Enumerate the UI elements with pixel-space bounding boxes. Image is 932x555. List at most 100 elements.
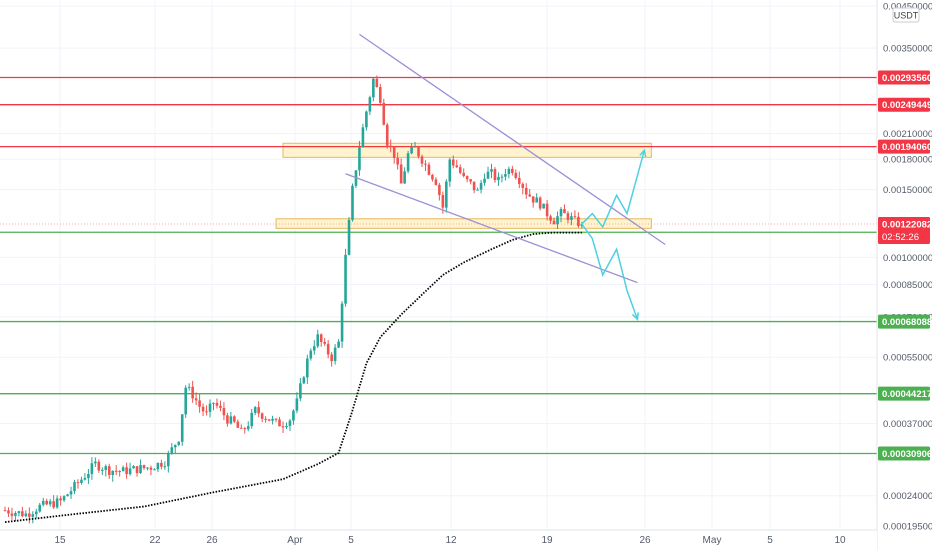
candle-body <box>483 178 486 183</box>
candle-body <box>97 461 101 471</box>
candle-body <box>101 469 104 471</box>
candle-body <box>222 407 226 416</box>
candle-body <box>382 102 386 125</box>
candle-body <box>292 410 295 421</box>
y-tick-label: 0.00150000 <box>883 185 932 196</box>
moving-average-line <box>4 231 582 523</box>
candle-body <box>563 209 566 214</box>
candle-body <box>518 177 521 184</box>
candle-body <box>142 465 146 468</box>
last-price-label-box <box>878 217 930 245</box>
candles <box>3 75 584 524</box>
candle-body <box>38 504 42 512</box>
candle-body <box>180 414 184 442</box>
candle-body <box>55 498 59 508</box>
candle-body <box>170 447 174 453</box>
candle-body <box>17 511 21 514</box>
channel-upper-line <box>359 33 666 246</box>
candle-body <box>66 494 69 497</box>
grid <box>0 0 877 531</box>
candle-body <box>410 147 413 154</box>
y-axis-ticks: 0.00450000 0.00350000 0.00210000 0.00180000… <box>883 2 932 533</box>
candle-body <box>69 491 73 495</box>
candle-body <box>504 174 507 177</box>
candle-body <box>413 146 417 148</box>
candle-body <box>267 419 271 421</box>
candle-body <box>302 377 306 384</box>
candle-body <box>167 452 170 467</box>
x-tick-label: May <box>703 535 722 546</box>
projection-paths <box>581 148 647 321</box>
candle-body <box>344 254 347 304</box>
candle-body <box>104 466 108 470</box>
candle-body <box>406 153 410 172</box>
candle-body <box>319 334 323 342</box>
candle-body <box>379 87 382 103</box>
candle-body <box>507 168 511 175</box>
currency-tag: USDT <box>894 11 919 21</box>
y-tick-label: 0.00180000 <box>883 155 932 166</box>
candle-body <box>340 303 344 342</box>
candle-body <box>556 216 559 225</box>
candle-body <box>21 511 24 517</box>
candle-body <box>187 386 191 388</box>
candle-body <box>219 405 222 408</box>
candle-body <box>243 428 247 430</box>
candle-body <box>173 444 177 448</box>
level-price-label-box <box>878 446 930 461</box>
candle-body <box>535 197 538 203</box>
candle-body <box>448 159 452 182</box>
candle-body <box>445 181 448 208</box>
candle-body <box>458 167 462 173</box>
candle-body <box>139 465 142 474</box>
candle-body <box>299 383 302 399</box>
candle-body <box>208 403 212 412</box>
candle-body <box>368 97 372 112</box>
candle-body <box>274 418 278 420</box>
candle-body <box>257 407 260 414</box>
candle-body <box>326 343 330 355</box>
candle-body <box>87 473 90 479</box>
candle-body <box>347 219 351 255</box>
candle-body <box>153 469 156 471</box>
candle-body <box>573 216 577 218</box>
candle-body <box>278 419 281 427</box>
candle-body <box>323 341 326 344</box>
candle-body <box>306 358 309 378</box>
candle-body <box>128 468 132 475</box>
candle-body <box>570 216 573 220</box>
projection-arrowhead <box>639 148 647 158</box>
candle-body <box>330 354 333 362</box>
candle-body <box>309 350 313 359</box>
x-axis-panel <box>0 530 877 550</box>
candle-body <box>420 156 424 164</box>
y-tick-label: 0.00450000 <box>883 2 932 13</box>
level-price-label: 0.00194060 <box>882 142 932 153</box>
candle-body <box>285 426 288 428</box>
candle-body <box>52 501 55 508</box>
x-tick-label: 26 <box>639 535 651 546</box>
descending-channel <box>345 33 666 284</box>
y-tick-label: 0.00210000 <box>883 129 932 140</box>
candle-body <box>212 402 215 404</box>
candle-body <box>316 334 320 347</box>
candle-body <box>417 146 420 157</box>
x-tick-label: 10 <box>834 535 846 546</box>
level-price-label-box <box>878 386 930 401</box>
candle-body <box>80 479 83 483</box>
candle-body <box>490 169 493 172</box>
y-tick-label: 0.00085000 <box>883 280 932 291</box>
sr-zones <box>275 142 652 229</box>
candle-body <box>434 179 438 185</box>
x-tick-label: 19 <box>541 535 553 546</box>
candle-body <box>34 511 38 515</box>
x-tick-label: 5 <box>348 535 354 546</box>
candle-body <box>253 407 257 413</box>
candle-body <box>399 164 403 184</box>
candle-body <box>479 182 483 190</box>
candle-body <box>577 216 580 227</box>
candle-body <box>7 510 10 514</box>
projection-arrowhead <box>631 312 639 321</box>
